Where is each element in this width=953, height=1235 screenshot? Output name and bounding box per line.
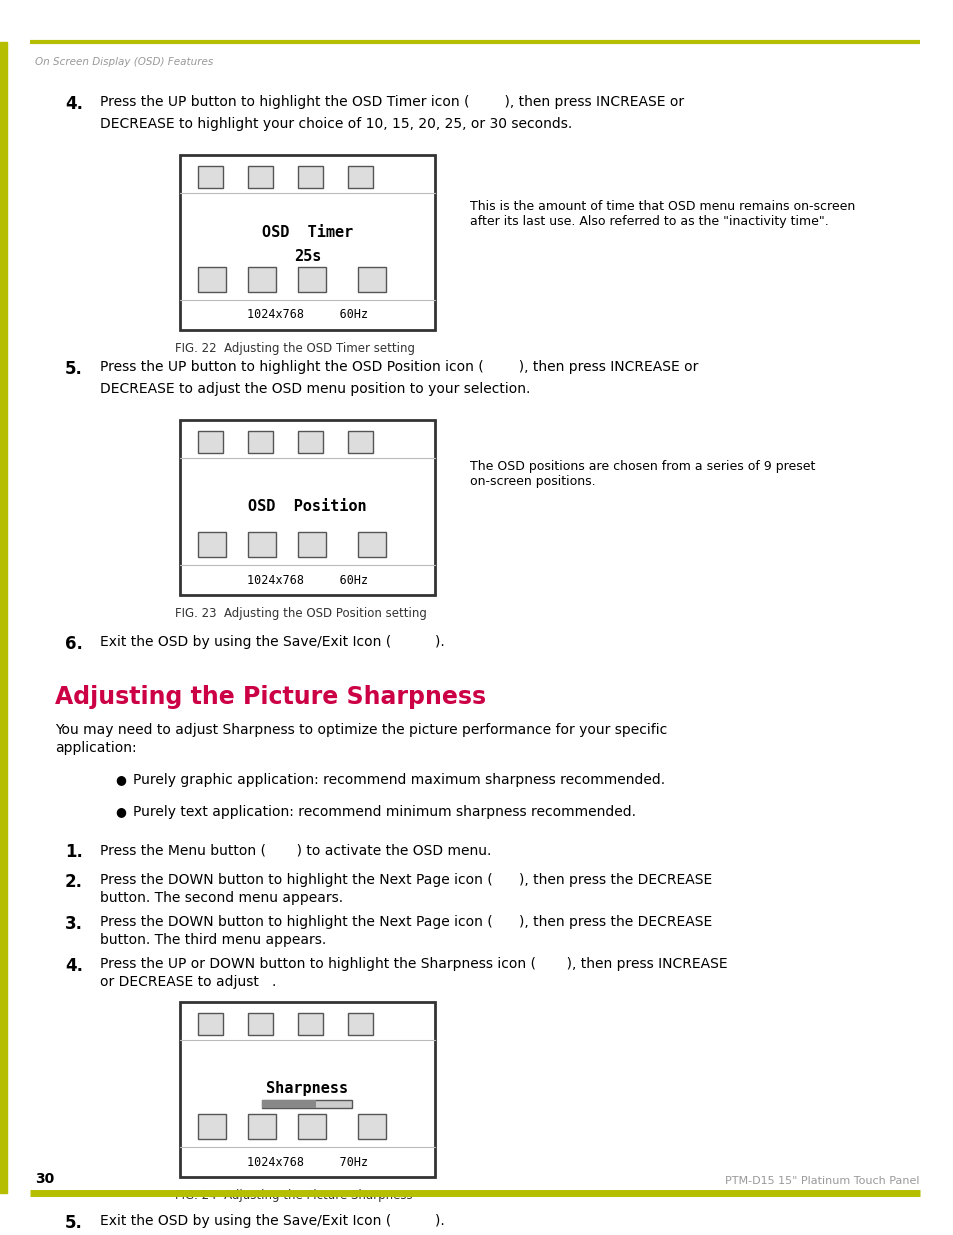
Text: button. The second menu appears.: button. The second menu appears. — [100, 890, 343, 905]
Text: 1024x768     60Hz: 1024x768 60Hz — [247, 309, 368, 321]
Text: FIG. 24  Adjusting the Picture Sharpness: FIG. 24 Adjusting the Picture Sharpness — [174, 1189, 413, 1202]
Text: DECREASE to adjust the OSD menu position to your selection.: DECREASE to adjust the OSD menu position… — [100, 382, 530, 396]
Bar — [180, 1002, 435, 1177]
Bar — [248, 1114, 275, 1139]
Bar — [248, 267, 275, 291]
Bar — [357, 267, 386, 291]
Bar — [348, 431, 373, 453]
Text: Sharpness: Sharpness — [266, 1081, 348, 1095]
Text: Purely graphic application: recommend maximum sharpness recommended.: Purely graphic application: recommend ma… — [132, 773, 664, 787]
Text: FIG. 23  Adjusting the OSD Position setting: FIG. 23 Adjusting the OSD Position setti… — [174, 606, 426, 620]
Text: 1024x768     60Hz: 1024x768 60Hz — [247, 573, 368, 587]
Bar — [297, 431, 323, 453]
Bar — [198, 431, 223, 453]
Bar — [357, 532, 386, 557]
Text: ●: ● — [115, 773, 126, 785]
Bar — [297, 165, 323, 188]
Text: Press the Menu button (       ) to activate the OSD menu.: Press the Menu button ( ) to activate th… — [100, 844, 491, 857]
Text: application:: application: — [55, 741, 136, 755]
Text: button. The third menu appears.: button. The third menu appears. — [100, 932, 326, 947]
Bar — [198, 532, 226, 557]
Text: OSD  Timer: OSD Timer — [262, 225, 353, 240]
Bar — [180, 420, 435, 595]
Text: 5.: 5. — [65, 1214, 83, 1233]
Text: 1.: 1. — [65, 844, 83, 861]
Bar — [198, 1114, 226, 1139]
Bar — [0, 42, 7, 1193]
Text: You may need to adjust Sharpness to optimize the picture performance for your sp: You may need to adjust Sharpness to opti… — [55, 722, 666, 737]
Text: On Screen Display (OSD) Features: On Screen Display (OSD) Features — [35, 57, 213, 67]
Bar — [262, 1099, 316, 1108]
Bar — [297, 532, 326, 557]
Bar — [198, 165, 223, 188]
Bar — [198, 267, 226, 291]
Bar — [297, 1013, 323, 1035]
Bar — [248, 431, 273, 453]
Text: Adjusting the Picture Sharpness: Adjusting the Picture Sharpness — [55, 685, 486, 709]
Text: PTM-D15 15" Platinum Touch Panel: PTM-D15 15" Platinum Touch Panel — [724, 1176, 919, 1186]
Text: ●: ● — [115, 805, 126, 818]
Bar — [262, 1099, 352, 1108]
Bar — [348, 1013, 373, 1035]
Bar — [198, 1013, 223, 1035]
Text: Press the UP or DOWN button to highlight the Sharpness icon (       ), then pres: Press the UP or DOWN button to highlight… — [100, 957, 727, 971]
Text: 6.: 6. — [65, 635, 83, 653]
Bar — [180, 156, 435, 330]
Bar — [357, 1114, 386, 1139]
Text: Press the DOWN button to highlight the Next Page icon (      ), then press the D: Press the DOWN button to highlight the N… — [100, 873, 712, 887]
Text: 30: 30 — [35, 1172, 54, 1186]
Text: Press the DOWN button to highlight the Next Page icon (      ), then press the D: Press the DOWN button to highlight the N… — [100, 915, 712, 929]
Text: 4.: 4. — [65, 957, 83, 974]
Text: FIG. 22  Adjusting the OSD Timer setting: FIG. 22 Adjusting the OSD Timer setting — [174, 342, 415, 354]
Text: This is the amount of time that OSD menu remains on-screen
after its last use. A: This is the amount of time that OSD menu… — [470, 200, 854, 228]
Text: OSD  Position: OSD Position — [248, 499, 366, 514]
Text: 3.: 3. — [65, 915, 83, 932]
Text: 5.: 5. — [65, 359, 83, 378]
Text: 25s: 25s — [294, 249, 321, 264]
Bar — [248, 532, 275, 557]
Text: Exit the OSD by using the Save/Exit Icon (          ).: Exit the OSD by using the Save/Exit Icon… — [100, 1214, 444, 1228]
Text: 4.: 4. — [65, 95, 83, 112]
Text: Exit the OSD by using the Save/Exit Icon (          ).: Exit the OSD by using the Save/Exit Icon… — [100, 635, 444, 650]
Bar — [297, 1114, 326, 1139]
Text: or DECREASE to adjust   .: or DECREASE to adjust . — [100, 974, 276, 989]
Text: Press the UP button to highlight the OSD Position icon (        ), then press IN: Press the UP button to highlight the OSD… — [100, 359, 698, 374]
Bar — [248, 165, 273, 188]
Text: Purely text application: recommend minimum sharpness recommended.: Purely text application: recommend minim… — [132, 805, 636, 819]
Text: The OSD positions are chosen from a series of 9 preset
on-screen positions.: The OSD positions are chosen from a seri… — [470, 459, 815, 488]
Text: 2.: 2. — [65, 873, 83, 890]
Text: 1024x768     70Hz: 1024x768 70Hz — [247, 1156, 368, 1168]
Text: DECREASE to highlight your choice of 10, 15, 20, 25, or 30 seconds.: DECREASE to highlight your choice of 10,… — [100, 117, 572, 131]
Text: Press the UP button to highlight the OSD Timer icon (        ), then press INCRE: Press the UP button to highlight the OSD… — [100, 95, 683, 109]
Bar — [348, 165, 373, 188]
Bar — [297, 267, 326, 291]
Bar — [248, 1013, 273, 1035]
